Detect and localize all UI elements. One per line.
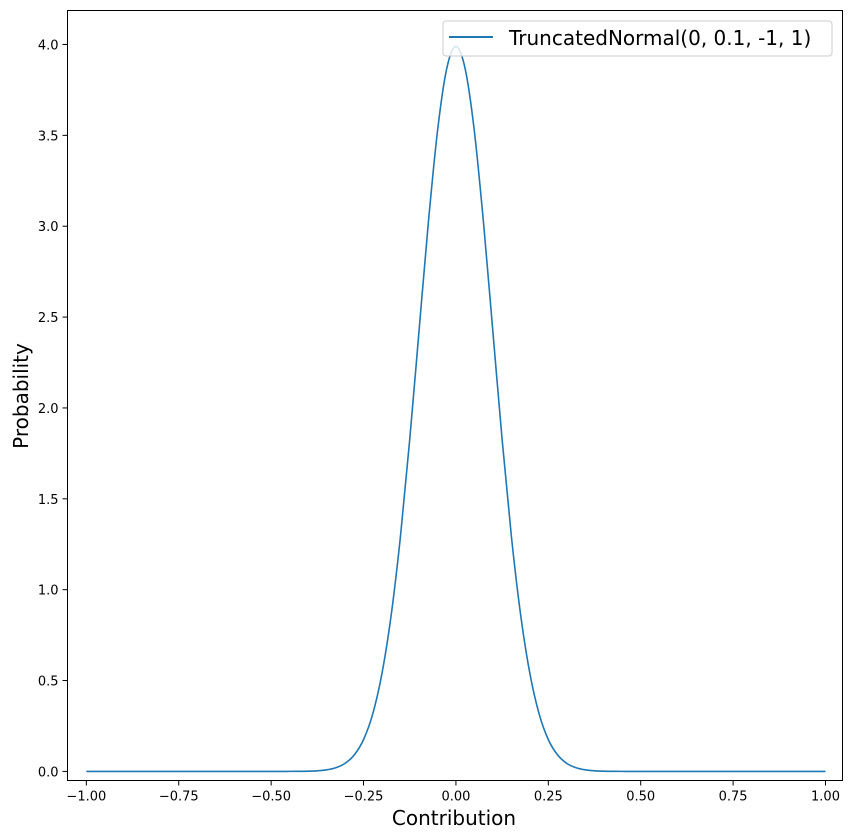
- legend-label: TruncatedNormal(0, 0.1, -1, 1): [508, 26, 811, 50]
- legend: TruncatedNormal(0, 0.1, -1, 1): [442, 20, 833, 57]
- y-tick-label: 0.5: [38, 675, 59, 690]
- x-tick-label: −0.50: [251, 790, 291, 805]
- x-tick-label: 1.00: [811, 790, 840, 805]
- x-tick-label: −0.25: [344, 790, 384, 805]
- x-tick-label: 0.75: [719, 790, 748, 805]
- y-tick-label: 3.0: [38, 220, 59, 235]
- y-axis-ticks: 0.0 0.5 1.0 1.5 2.0 2.5 3.0 3.5 4.0: [38, 38, 68, 780]
- y-tick-label: 3.5: [38, 129, 59, 144]
- y-tick-label: 2.5: [38, 311, 59, 326]
- x-tick-label: 0.50: [626, 790, 655, 805]
- x-axis-ticks: −1.00 −0.75 −0.50 −0.25 0.00 0.25 0.50 0.75 1.00: [66, 780, 840, 805]
- plot-frame: [67, 10, 843, 781]
- y-tick-label: 2.0: [38, 402, 59, 417]
- y-axis-label: Probability: [9, 343, 33, 449]
- y-tick-label: 0.0: [38, 765, 59, 780]
- x-tick-label: 0.00: [441, 790, 470, 805]
- y-tick-label: 4.0: [38, 38, 59, 53]
- legend-frame: [442, 20, 833, 57]
- x-tick-label: −1.00: [66, 790, 106, 805]
- series-line: [86, 45, 826, 773]
- y-tick-label: 1.0: [38, 584, 59, 599]
- x-axis-label: Contribution: [392, 806, 516, 830]
- x-tick-label: −0.75: [159, 790, 199, 805]
- y-tick-label: 1.5: [38, 493, 59, 508]
- x-tick-label: 0.25: [534, 790, 563, 805]
